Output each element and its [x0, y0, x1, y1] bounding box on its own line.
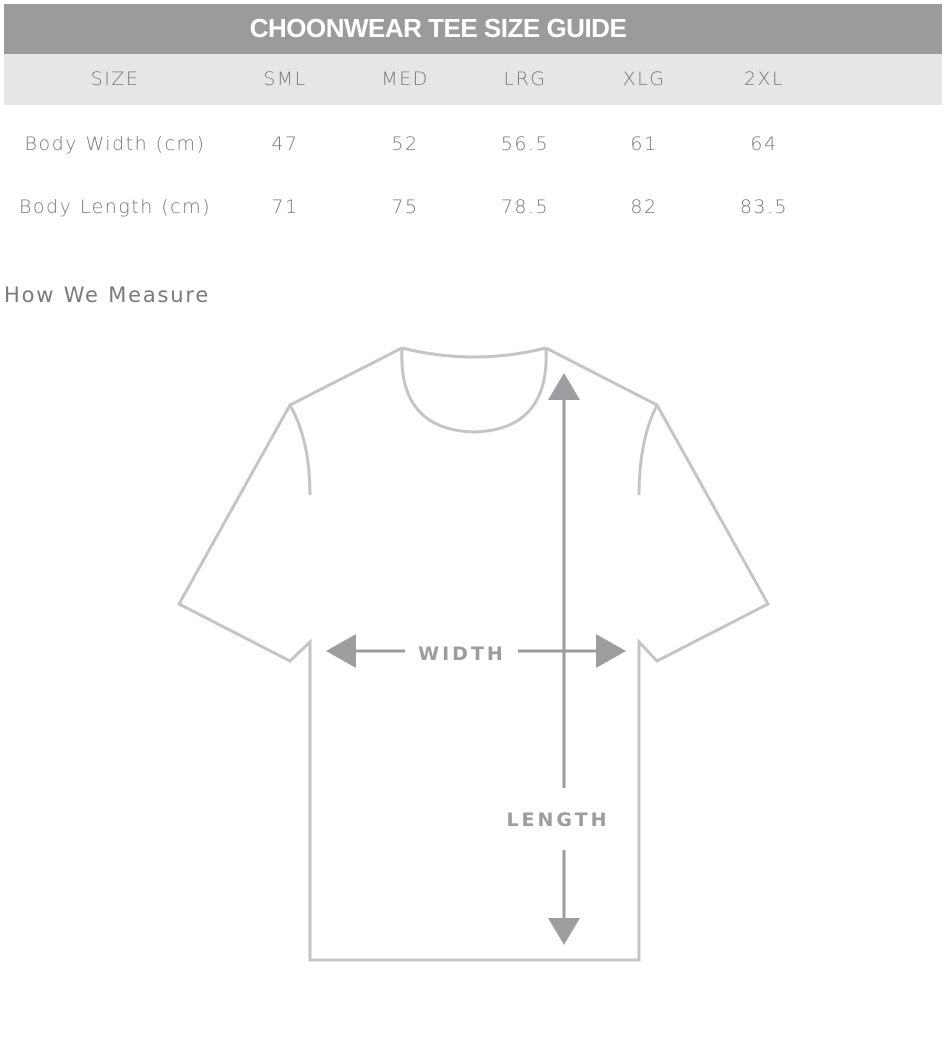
value-cell: 75	[391, 196, 419, 218]
size-header-row: SIZE SML MED LRG XLG 2XL	[4, 54, 942, 105]
length-label: LENGTH	[506, 809, 609, 831]
table-row-body-length: Body Length (cm) 71 75 78.5 82 83.5	[0, 196, 948, 226]
tshirt-outline	[176, 346, 771, 962]
table-row-body-width: Body Width (cm) 47 52 56.5 61 64	[0, 133, 948, 163]
page-title: CHOONWEAR TEE SIZE GUIDE	[249, 13, 627, 43]
length-arrow-bottom-head	[548, 918, 580, 945]
value-cell: 56.5	[500, 133, 550, 155]
value-cell: 52	[391, 133, 419, 155]
width-label: WIDTH	[418, 643, 506, 665]
value-cell: 64	[750, 133, 778, 155]
left-armhole	[288, 404, 312, 496]
header-lrg: LRG	[503, 68, 547, 90]
value-cell: 47	[271, 133, 299, 155]
value-cell: 83.5	[739, 196, 789, 218]
section-title: How We Measure	[4, 283, 211, 307]
header-xlg: XLG	[622, 68, 666, 90]
title-bar: CHOONWEAR TEE SIZE GUIDE	[4, 4, 942, 54]
collar-back	[401, 346, 547, 359]
value-cell: 71	[271, 196, 299, 218]
collar-front	[400, 347, 548, 434]
row-label: Body Width (cm)	[24, 133, 206, 155]
value-cell: 61	[630, 133, 658, 155]
length-arrow-top-head	[548, 373, 580, 400]
right-armhole	[637, 404, 659, 496]
header-size: SIZE	[90, 68, 140, 90]
value-cell: 82	[630, 196, 658, 218]
width-arrow-right-head	[596, 634, 626, 668]
row-label: Body Length (cm)	[18, 196, 212, 218]
value-cell: 78.5	[500, 196, 550, 218]
width-arrow-left-head	[326, 634, 356, 668]
header-sml: SML	[263, 68, 307, 90]
header-2xl: 2XL	[743, 68, 785, 90]
header-med: MED	[381, 68, 429, 90]
